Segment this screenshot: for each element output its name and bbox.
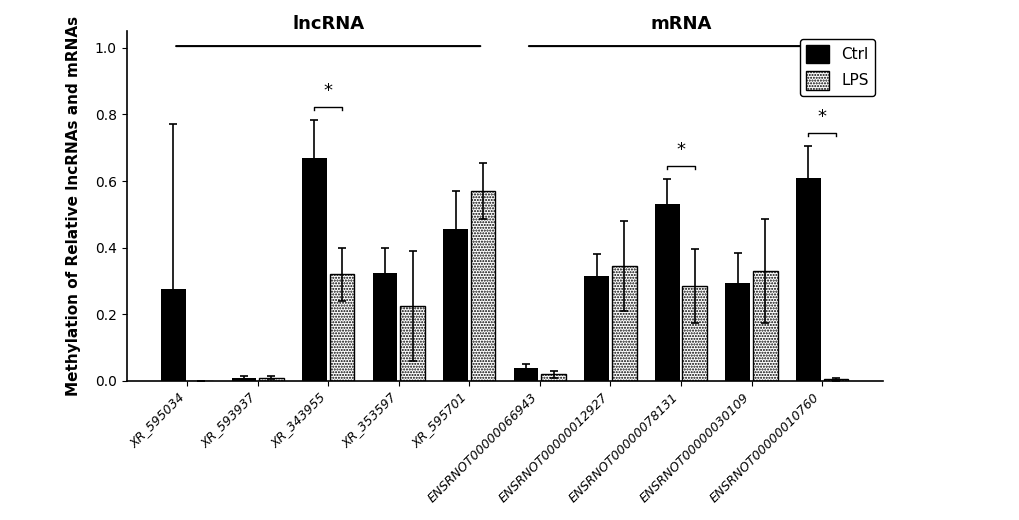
Y-axis label: Methylation of Relative lncRNAs and mRNAs: Methylation of Relative lncRNAs and mRNA… bbox=[66, 16, 81, 396]
Bar bbox=[514, 368, 538, 381]
Bar bbox=[372, 272, 397, 381]
Bar bbox=[541, 374, 566, 381]
Bar bbox=[399, 306, 425, 381]
Bar bbox=[302, 159, 326, 381]
Legend: Ctrl, LPS: Ctrl, LPS bbox=[799, 38, 874, 96]
Text: mRNA: mRNA bbox=[650, 15, 711, 33]
Bar bbox=[443, 229, 468, 381]
Bar bbox=[584, 276, 608, 381]
Bar bbox=[682, 286, 706, 381]
Bar bbox=[471, 191, 495, 381]
Bar bbox=[795, 178, 820, 381]
Bar bbox=[822, 379, 848, 381]
Bar bbox=[329, 275, 354, 381]
Text: lncRNA: lncRNA bbox=[291, 15, 364, 33]
Bar bbox=[725, 283, 749, 381]
Text: *: * bbox=[817, 108, 825, 126]
Bar bbox=[752, 271, 776, 381]
Bar bbox=[259, 378, 283, 381]
Text: *: * bbox=[676, 141, 685, 160]
Bar bbox=[161, 289, 185, 381]
Bar bbox=[654, 204, 679, 381]
Bar bbox=[231, 378, 256, 381]
Bar bbox=[611, 266, 636, 381]
Text: *: * bbox=[323, 82, 332, 100]
